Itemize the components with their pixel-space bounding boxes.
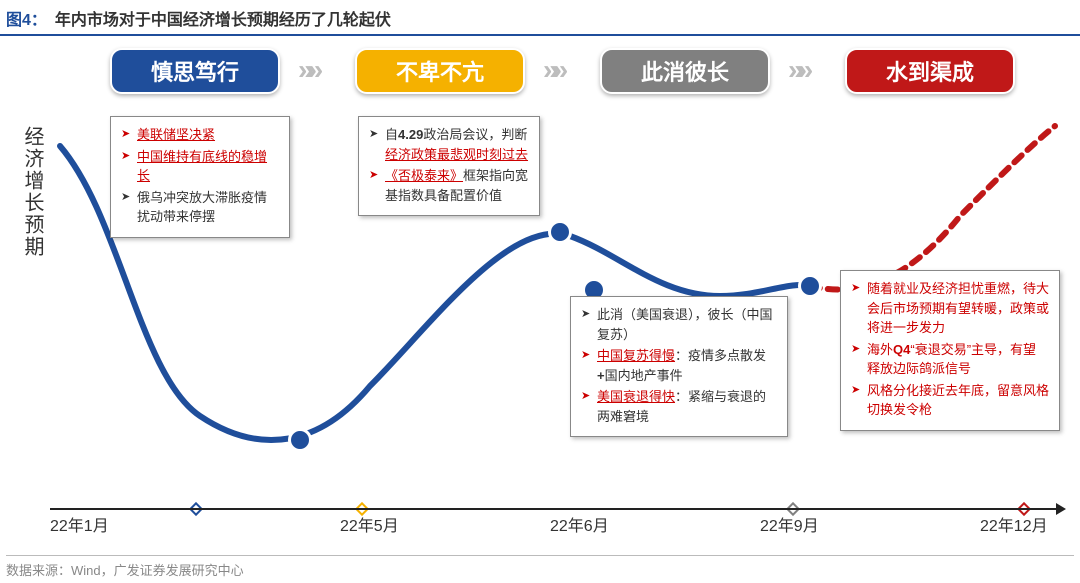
curve-marker-0 [288, 428, 312, 452]
annotation-item-1-1: 《否极泰来》框架指向宽基指数具备配置价值 [369, 166, 529, 205]
annotation-box-0: 美联储坚决紧中国维持有底线的稳增长俄乌冲突放大滞胀疫情扰动带来停摆 [110, 116, 290, 238]
annotation-item-3-1: 海外Q4“衰退交易”主导，有望释放边际鸽派信号 [851, 340, 1049, 379]
phase-pill-3: 水到渠成 [845, 48, 1015, 94]
phase-chevron-2: »» [788, 54, 807, 86]
curve-marker-3 [798, 274, 822, 298]
x-tick-4: 22年12月 [980, 512, 1048, 536]
annotation-item-3-0: 随着就业及经济担忧重燃，待大会后市场预期有望转暖，政策或将进一步发力 [851, 279, 1049, 338]
annotation-item-0-1: 中国维持有底线的稳增长 [121, 147, 279, 186]
phase-pill-1: 不卑不亢 [355, 48, 525, 94]
phase-pill-2: 此消彼长 [600, 48, 770, 94]
annotation-item-0-0: 美联储坚决紧 [121, 125, 279, 145]
figure-header: 图4： 年内市场对于中国经济增长预期经历了几轮起伏 [0, 0, 1080, 36]
x-tick-2: 22年6月 [550, 512, 609, 536]
phase-pill-0: 慎思笃行 [110, 48, 280, 94]
annotation-item-2-2: 美国衰退得快：紧缩与衰退的两难窘境 [581, 387, 777, 426]
annotation-item-0-2: 俄乌冲突放大滞胀疫情扰动带来停摆 [121, 188, 279, 227]
annotation-item-3-2: 风格分化接近去年底，留意风格切换发令枪 [851, 381, 1049, 420]
annotation-item-1-0: 自4.29政治局会议，判断经济政策最悲观时刻过去 [369, 125, 529, 164]
curve-marker-1 [548, 220, 572, 244]
x-tick-0: 22年1月 [50, 512, 109, 536]
annotation-box-2: 此消（美国衰退），彼长（中国复苏）中国复苏得慢：疫情多点散发+国内地产事件美国衰… [570, 296, 788, 437]
x-axis-line [50, 508, 1060, 510]
data-source-footer: 数据来源：Wind，广发证券发展研究中心 [6, 555, 1074, 579]
annotation-item-2-1: 中国复苏得慢：疫情多点散发+国内地产事件 [581, 346, 777, 385]
chart-area: 慎思笃行 不卑不亢 此消彼长 水到渠成 »» »» »» 经济增长预期 22年1月 22年5月… [0, 36, 1080, 556]
x-tick-1: 22年5月 [340, 512, 399, 536]
phase-chevron-0: »» [298, 54, 317, 86]
figure-title: 年内市场对于中国经济增长预期经历了几轮起伏 [55, 6, 391, 30]
annotation-item-2-0: 此消（美国衰退），彼长（中国复苏） [581, 305, 777, 344]
annotation-box-1: 自4.29政治局会议，判断经济政策最悲观时刻过去《否极泰来》框架指向宽基指数具备… [358, 116, 540, 216]
y-axis-label: 经济增长预期 [18, 126, 47, 258]
phase-chevron-1: »» [543, 54, 562, 86]
figure-number: 图4： [6, 6, 47, 30]
x-tick-3: 22年9月 [760, 512, 819, 536]
annotation-box-3: 随着就业及经济担忧重燃，待大会后市场预期有望转暖，政策或将进一步发力海外Q4“衰… [840, 270, 1060, 431]
